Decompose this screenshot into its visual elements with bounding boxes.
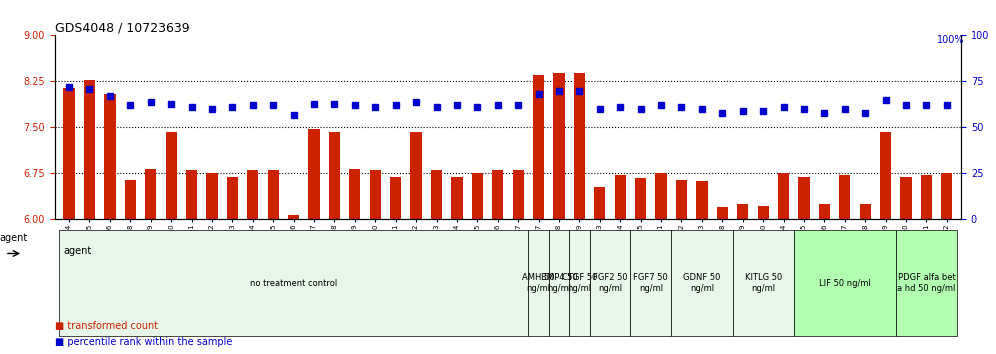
Bar — [227, 177, 238, 219]
FancyBboxPatch shape — [895, 230, 957, 336]
Bar — [595, 187, 606, 219]
Bar — [860, 204, 871, 219]
Bar — [350, 169, 361, 219]
Bar — [574, 73, 585, 219]
Bar — [186, 170, 197, 219]
Bar — [513, 170, 524, 219]
Bar — [165, 132, 176, 219]
Text: agent: agent — [0, 233, 28, 243]
Text: ■ percentile rank within the sample: ■ percentile rank within the sample — [55, 337, 232, 347]
Bar — [840, 175, 851, 219]
Text: GDS4048 / 10723639: GDS4048 / 10723639 — [55, 21, 189, 34]
Bar — [145, 169, 156, 219]
Bar — [819, 204, 830, 219]
Text: BMP4 50
ng/ml: BMP4 50 ng/ml — [541, 274, 578, 293]
Bar — [288, 215, 299, 219]
Bar — [309, 129, 320, 219]
Bar — [676, 179, 687, 219]
Bar — [451, 177, 462, 219]
Bar — [635, 178, 646, 219]
Bar — [247, 170, 258, 219]
Text: 100%: 100% — [936, 35, 964, 45]
Bar — [329, 132, 340, 219]
Bar — [880, 132, 891, 219]
Bar — [64, 87, 75, 219]
Bar — [370, 170, 380, 219]
FancyBboxPatch shape — [794, 230, 895, 336]
Bar — [84, 80, 95, 219]
Bar — [554, 73, 565, 219]
Text: agent: agent — [64, 246, 92, 256]
Bar — [492, 170, 503, 219]
Text: PDGF alfa bet
a hd 50 ng/ml: PDGF alfa bet a hd 50 ng/ml — [897, 274, 955, 293]
Text: AMH 50
ng/ml: AMH 50 ng/ml — [522, 274, 555, 293]
Bar — [696, 181, 707, 219]
Text: FGF2 50
ng/ml: FGF2 50 ng/ml — [593, 274, 627, 293]
FancyBboxPatch shape — [671, 230, 732, 336]
Bar — [737, 204, 748, 219]
Bar — [472, 173, 483, 219]
FancyBboxPatch shape — [528, 230, 549, 336]
Bar — [533, 75, 544, 219]
Bar — [799, 177, 810, 219]
Bar — [410, 132, 421, 219]
FancyBboxPatch shape — [569, 230, 590, 336]
Bar — [206, 173, 217, 219]
Bar — [268, 170, 279, 219]
Bar — [921, 175, 932, 219]
Text: LIF 50 ng/ml: LIF 50 ng/ml — [819, 279, 871, 288]
Bar — [615, 175, 625, 219]
Bar — [390, 177, 401, 219]
Bar — [941, 173, 952, 219]
Text: ■ transformed count: ■ transformed count — [55, 321, 158, 331]
Bar — [758, 206, 769, 219]
Bar — [124, 179, 135, 219]
FancyBboxPatch shape — [549, 230, 569, 336]
Text: CTGF 50
ng/ml: CTGF 50 ng/ml — [562, 274, 597, 293]
Text: GDNF 50
ng/ml: GDNF 50 ng/ml — [683, 274, 720, 293]
Bar — [900, 177, 911, 219]
FancyBboxPatch shape — [590, 230, 630, 336]
Bar — [778, 173, 789, 219]
Text: no treatment control: no treatment control — [250, 279, 338, 288]
FancyBboxPatch shape — [630, 230, 671, 336]
Bar — [431, 170, 442, 219]
FancyBboxPatch shape — [732, 230, 794, 336]
Bar — [655, 173, 666, 219]
FancyBboxPatch shape — [59, 230, 528, 336]
Text: FGF7 50
ng/ml: FGF7 50 ng/ml — [633, 274, 668, 293]
Bar — [717, 207, 728, 219]
Bar — [105, 94, 116, 219]
Text: KITLG 50
ng/ml: KITLG 50 ng/ml — [744, 274, 782, 293]
